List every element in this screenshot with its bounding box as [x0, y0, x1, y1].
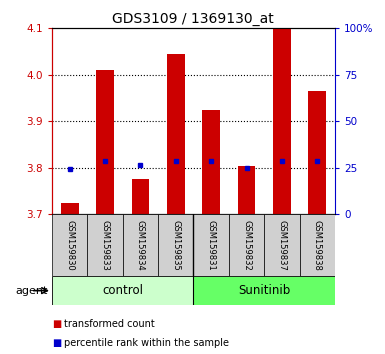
Bar: [193, 276, 335, 305]
Bar: [308, 91, 326, 214]
Text: ■: ■: [52, 319, 61, 329]
Text: GSM159835: GSM159835: [171, 220, 180, 270]
Text: GSM159834: GSM159834: [136, 220, 145, 270]
Text: GDS3109 / 1369130_at: GDS3109 / 1369130_at: [112, 12, 273, 27]
Bar: [96, 70, 114, 214]
Text: agent: agent: [16, 286, 48, 296]
Bar: [167, 54, 185, 214]
Bar: [158, 214, 193, 276]
Text: transformed count: transformed count: [64, 319, 154, 329]
Bar: [132, 179, 149, 214]
Bar: [238, 166, 255, 214]
Bar: [229, 214, 264, 276]
Text: control: control: [102, 284, 143, 297]
Bar: [52, 214, 87, 276]
Text: GSM159833: GSM159833: [100, 220, 110, 270]
Text: GSM159838: GSM159838: [313, 220, 322, 270]
Text: GSM159832: GSM159832: [242, 220, 251, 270]
Bar: [202, 110, 220, 214]
Bar: [264, 214, 300, 276]
Bar: [52, 276, 193, 305]
Text: GSM159831: GSM159831: [207, 220, 216, 270]
Bar: [87, 214, 123, 276]
Bar: [193, 214, 229, 276]
Text: percentile rank within the sample: percentile rank within the sample: [64, 338, 229, 348]
Text: GSM159830: GSM159830: [65, 220, 74, 270]
Bar: [300, 214, 335, 276]
Text: ■: ■: [52, 338, 61, 348]
Text: GSM159837: GSM159837: [277, 220, 286, 270]
Bar: [273, 28, 291, 214]
Bar: [123, 214, 158, 276]
Text: Sunitinib: Sunitinib: [238, 284, 290, 297]
Bar: [61, 202, 79, 214]
